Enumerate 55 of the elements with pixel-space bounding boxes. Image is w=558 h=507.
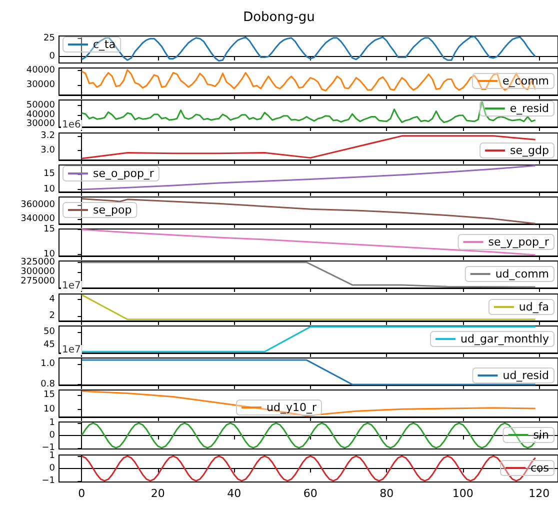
y-tick-label: −1 xyxy=(42,475,55,486)
y-tick-label: 325000 xyxy=(20,258,56,268)
y-tick-label: 0 xyxy=(49,430,56,441)
legend-label: e_resid xyxy=(510,102,550,116)
legend-label: se_y_pop_r xyxy=(488,236,550,249)
y-tick-label: 1 xyxy=(49,418,55,429)
y-tick-label: 10 xyxy=(44,404,56,415)
y-tick-label: 0.8 xyxy=(40,379,56,390)
y-tick-label: 15 xyxy=(44,168,55,179)
y-tick-label: 275000 xyxy=(20,277,56,288)
y-tick-label: 50000 xyxy=(26,100,56,111)
x-tick-label: 60 xyxy=(303,486,318,500)
y-tick-label: 340000 xyxy=(20,214,56,224)
legend-label: ud_gar_monthly xyxy=(460,332,550,346)
y-tick-label: 10 xyxy=(44,184,56,194)
x-tick-label: 20 xyxy=(150,486,165,500)
line-series xyxy=(80,390,536,417)
legend-label: ud_resid xyxy=(502,369,550,382)
legend-label: se_pop xyxy=(93,204,132,216)
chart-title: Dobong-gu xyxy=(243,10,315,25)
y-tick-label: 3.0 xyxy=(40,145,56,156)
y-tick-label: 3.2 xyxy=(40,130,55,141)
x-tick-label: 80 xyxy=(380,486,394,500)
y-tick-label: 0 xyxy=(49,463,56,474)
y-tick-label: 1.0 xyxy=(40,359,56,370)
y-tick-label: 45 xyxy=(44,340,55,350)
legend-label: ud_comm xyxy=(495,268,550,281)
annotation: 1e7 xyxy=(62,344,81,356)
legend-label: ud_y10_r xyxy=(266,401,317,414)
legend-label: ud_fa xyxy=(518,300,550,314)
line-series xyxy=(80,36,536,62)
y-tick-label: 4 xyxy=(49,294,56,304)
y-tick-label: 2 xyxy=(49,310,55,321)
y-tick-label: 1 xyxy=(49,450,55,461)
y-tick-label: 360000 xyxy=(20,200,56,210)
y-tick-label: 25 xyxy=(44,34,55,44)
y-tick-label: 40000 xyxy=(26,110,56,120)
x-tick-label: 0 xyxy=(78,486,86,500)
x-tick-label: 40 xyxy=(227,486,242,500)
x-tick-label: 120 xyxy=(528,486,550,500)
y-tick-label: 300000 xyxy=(20,268,56,278)
y-tick-label: 0 xyxy=(49,52,56,62)
y-tick-label: 15 xyxy=(44,224,55,235)
line-series xyxy=(80,164,536,190)
y-tick-label: 30000 xyxy=(26,120,56,130)
y-tick-label: 30000 xyxy=(26,80,56,90)
annotation: 1e6 xyxy=(62,119,81,130)
legend-label: se_gdp xyxy=(510,144,550,157)
y-tick-label: 40000 xyxy=(26,66,56,76)
x-tick-label: 100 xyxy=(452,486,474,500)
annotation: 1e7 xyxy=(62,280,81,292)
y-tick-label: 50 xyxy=(44,326,56,337)
legend-label: se_o_pop_r xyxy=(93,166,154,180)
line-series xyxy=(80,198,536,224)
y-tick-label: 15 xyxy=(44,390,55,400)
